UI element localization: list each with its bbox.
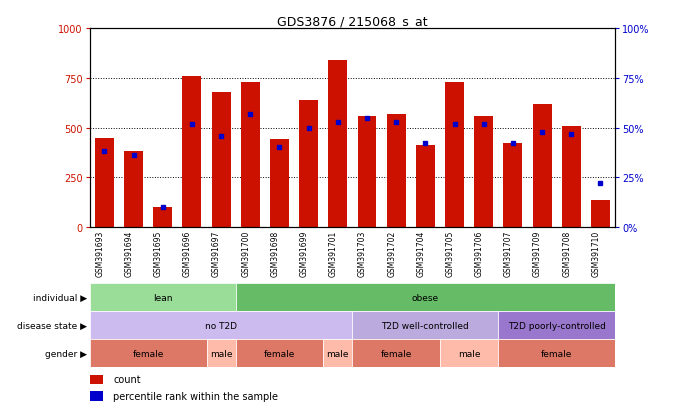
Text: T2D poorly-controlled: T2D poorly-controlled [508, 321, 605, 330]
Text: disease state ▶: disease state ▶ [17, 321, 87, 330]
Bar [299, 100, 318, 228]
Text: obese: obese [412, 293, 439, 302]
Text: male: male [327, 349, 349, 358]
Bar [387, 114, 406, 228]
Text: no T2D: no T2D [205, 321, 237, 330]
Bar [591, 201, 610, 228]
Bar [533, 104, 551, 228]
Bar [207, 339, 236, 368]
Bar [153, 208, 172, 228]
Text: GSM391710: GSM391710 [591, 230, 600, 276]
Text: female: female [381, 349, 412, 358]
Bar [440, 339, 498, 368]
Text: GSM391705: GSM391705 [446, 230, 455, 277]
Bar [323, 339, 352, 368]
Bar [328, 61, 348, 228]
Bar [416, 146, 435, 228]
Text: GSM391695: GSM391695 [154, 230, 163, 277]
Text: male: male [458, 349, 480, 358]
Text: GSM391702: GSM391702 [387, 230, 396, 276]
Bar [357, 116, 377, 228]
Text: GSM391696: GSM391696 [183, 230, 192, 277]
Text: female: female [541, 349, 572, 358]
Bar [352, 339, 440, 368]
Text: GSM391708: GSM391708 [562, 230, 571, 276]
Text: GSM391700: GSM391700 [241, 230, 250, 277]
Bar [182, 76, 201, 228]
Text: GSM391709: GSM391709 [533, 230, 542, 277]
Text: GSM391699: GSM391699 [300, 230, 309, 277]
Bar [562, 126, 580, 228]
Bar [90, 311, 352, 339]
Bar [95, 138, 114, 228]
Text: lean: lean [153, 293, 173, 302]
Text: T2D well-controlled: T2D well-controlled [381, 321, 469, 330]
Text: GSM391704: GSM391704 [417, 230, 426, 277]
Title: GDS3876 / 215068_s_at: GDS3876 / 215068_s_at [277, 15, 428, 28]
Text: GSM391694: GSM391694 [124, 230, 133, 277]
Text: female: female [133, 349, 164, 358]
Text: GSM391706: GSM391706 [475, 230, 484, 277]
Text: count: count [113, 375, 141, 385]
Bar [236, 339, 323, 368]
Bar [474, 116, 493, 228]
Text: female: female [264, 349, 295, 358]
Text: GSM391707: GSM391707 [504, 230, 513, 277]
Text: GSM391693: GSM391693 [95, 230, 104, 277]
Bar [90, 339, 207, 368]
Text: GSM391701: GSM391701 [329, 230, 338, 276]
Bar [211, 93, 231, 228]
Text: gender ▶: gender ▶ [45, 349, 87, 358]
Bar [270, 140, 289, 228]
Text: GSM391697: GSM391697 [212, 230, 221, 277]
Bar [498, 311, 615, 339]
Bar [498, 339, 615, 368]
Text: individual ▶: individual ▶ [33, 293, 87, 302]
Bar [445, 83, 464, 228]
Bar [352, 311, 498, 339]
Bar [236, 283, 615, 311]
Bar [503, 144, 522, 228]
Bar [90, 392, 103, 401]
Text: GSM391698: GSM391698 [270, 230, 279, 276]
Bar [90, 375, 103, 384]
Text: percentile rank within the sample: percentile rank within the sample [113, 391, 278, 401]
Bar [124, 152, 143, 228]
Bar [90, 283, 236, 311]
Text: GSM391703: GSM391703 [358, 230, 367, 277]
Text: male: male [210, 349, 232, 358]
Bar [240, 83, 260, 228]
